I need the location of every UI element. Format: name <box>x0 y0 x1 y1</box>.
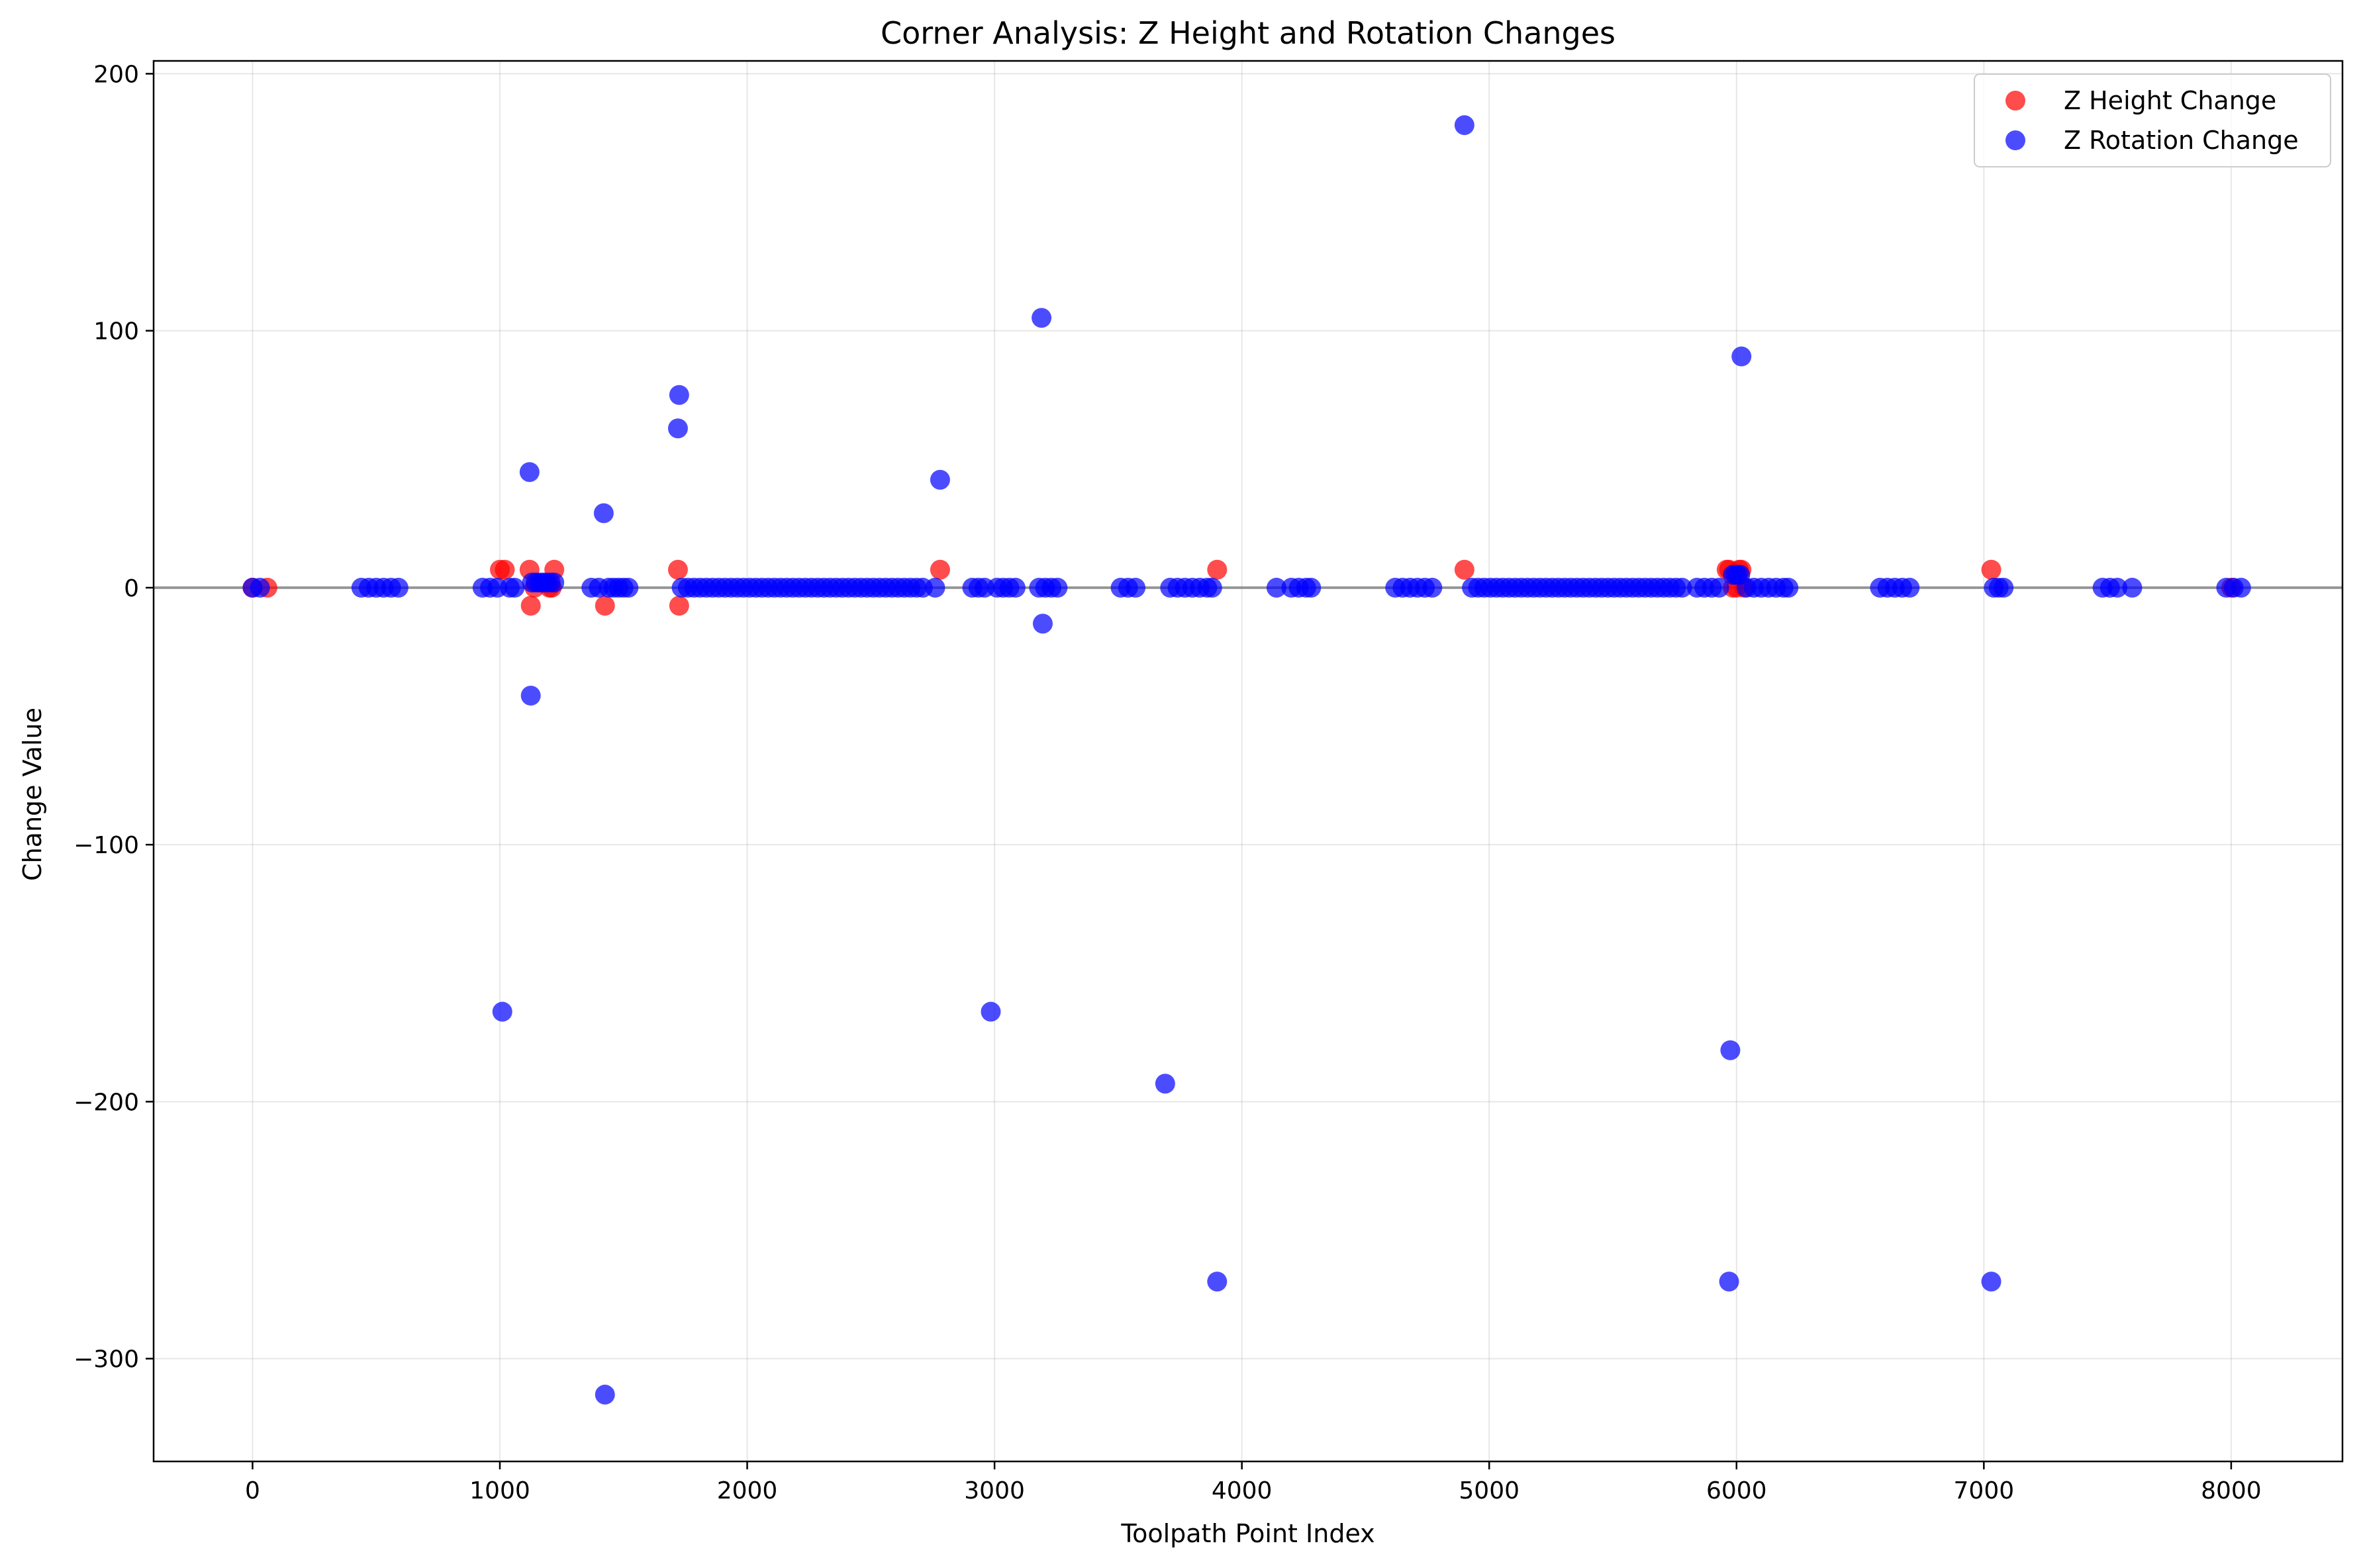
data-point <box>1207 1271 1228 1292</box>
data-point <box>1981 559 2001 580</box>
data-point <box>1126 577 1146 598</box>
data-point <box>519 462 540 483</box>
data-point <box>1900 577 1920 598</box>
legend-box <box>1974 73 2331 167</box>
data-point <box>593 503 614 524</box>
data-point <box>1719 1271 1739 1292</box>
data-point <box>520 596 541 616</box>
data-point <box>544 573 565 593</box>
data-point <box>495 559 515 580</box>
y-tick-label: 200 <box>93 61 139 88</box>
data-point <box>2107 577 2128 598</box>
x-tick-label: 0 <box>245 1477 260 1504</box>
y-tick-label: 0 <box>124 575 139 602</box>
data-point <box>388 577 409 598</box>
grid <box>154 61 2342 1461</box>
data-point <box>669 596 689 616</box>
data-point <box>1207 559 1228 580</box>
y-axis-ticks: −300 −200 −100 0 100 200 <box>73 61 154 1373</box>
data-point <box>618 577 639 598</box>
data-point <box>669 385 689 405</box>
data-point <box>492 1001 512 1022</box>
data-point <box>1454 559 1474 580</box>
data-point <box>1672 577 1692 598</box>
y-tick-label: −300 <box>73 1346 139 1373</box>
legend-label: Z Height Change <box>2064 86 2276 115</box>
legend: Z Height Change Z Rotation Change <box>1974 73 2331 167</box>
data-point <box>1202 577 1222 598</box>
data-point <box>250 577 270 598</box>
data-point <box>1155 1074 1175 1094</box>
x-tick-label: 2000 <box>717 1477 778 1504</box>
plot-frame <box>152 60 2344 1463</box>
data-point <box>595 1385 615 1405</box>
data-point <box>2122 577 2143 598</box>
data-point <box>925 577 945 598</box>
data-point <box>1994 577 2014 598</box>
x-tick-label: 4000 <box>1212 1477 1273 1504</box>
x-tick-label: 5000 <box>1459 1477 1519 1504</box>
data-point <box>2231 577 2251 598</box>
data-point <box>520 685 541 706</box>
series-1 <box>242 115 2251 1405</box>
data-point <box>1032 614 1053 634</box>
data-point <box>1005 577 1026 598</box>
x-axis-ticks: 0 1000 2000 3000 4000 5000 6000 7000 8000 <box>245 1461 2262 1504</box>
x-tick-label: 1000 <box>469 1477 530 1504</box>
data-point <box>1709 577 1729 598</box>
data-point <box>930 469 950 490</box>
y-axis-label: Change Value <box>18 708 47 881</box>
data-point <box>1266 577 1286 598</box>
data-point <box>505 577 525 598</box>
data-point <box>1454 115 1474 136</box>
data-point <box>667 418 688 439</box>
data-points <box>242 115 2251 1405</box>
legend-label: Z Rotation Change <box>2064 126 2299 155</box>
chart-title: Corner Analysis: Z Height and Rotation C… <box>881 15 1616 51</box>
data-point <box>1047 577 1068 598</box>
data-point <box>930 559 950 580</box>
data-point <box>1981 1271 2001 1292</box>
data-point <box>1301 577 1322 598</box>
y-tick-label: −200 <box>73 1089 139 1116</box>
x-tick-label: 7000 <box>1954 1477 2015 1504</box>
data-point <box>1778 577 1799 598</box>
data-point <box>1720 1040 1741 1060</box>
data-point <box>1731 346 1752 367</box>
legend-marker <box>2005 130 2025 150</box>
legend-marker <box>2005 91 2025 111</box>
data-point <box>667 559 688 580</box>
data-point <box>1032 308 1052 328</box>
data-point <box>1422 577 1443 598</box>
data-point <box>595 596 615 616</box>
x-tick-label: 8000 <box>2201 1477 2262 1504</box>
x-tick-label: 6000 <box>1706 1477 1767 1504</box>
x-axis-label: Toolpath Point Index <box>1120 1519 1374 1548</box>
data-point <box>981 1001 1001 1022</box>
y-tick-label: 100 <box>93 318 139 346</box>
y-tick-label: −100 <box>73 832 139 859</box>
x-tick-label: 3000 <box>964 1477 1025 1504</box>
